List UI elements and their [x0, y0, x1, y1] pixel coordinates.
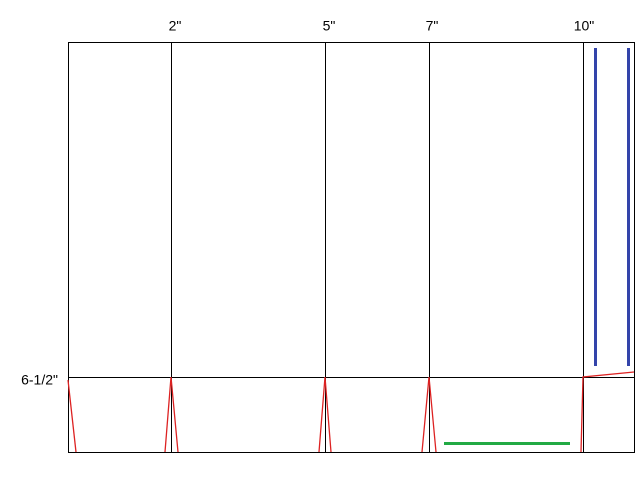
cut-mark	[421, 376, 437, 453]
measure-label: 5"	[323, 18, 336, 34]
cut-mark	[164, 376, 179, 453]
outline	[68, 42, 635, 453]
cut-mark	[580, 371, 635, 453]
cut-mark	[67, 379, 77, 453]
cut-mark	[318, 376, 332, 453]
measure-label: 10"	[574, 18, 595, 34]
measure-label: 6-1/2"	[21, 372, 58, 388]
measure-label: 2"	[169, 18, 182, 34]
measure-label: 7"	[426, 18, 439, 34]
